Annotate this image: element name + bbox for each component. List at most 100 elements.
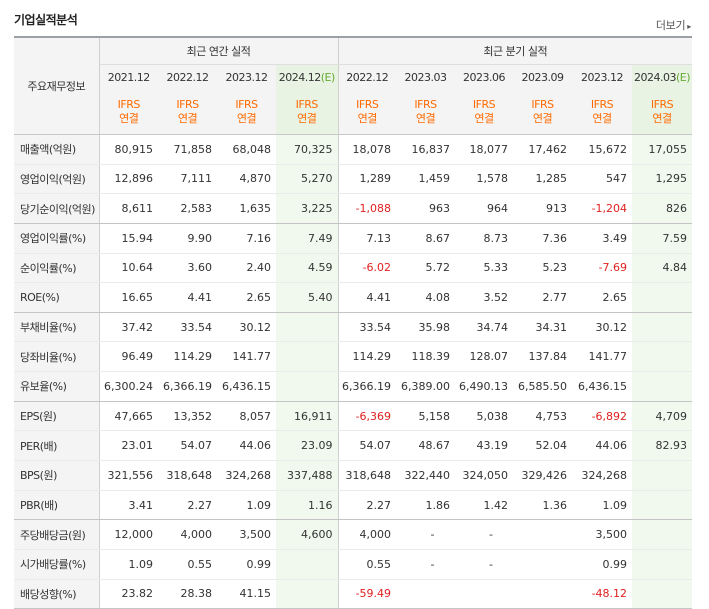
consolidated-label: 연결 xyxy=(532,112,553,125)
table-cell: 4.84 xyxy=(632,253,693,284)
table-cell: 12,000 xyxy=(99,519,158,550)
table-row: BPS(원) 321,556 318,648 324,268 337,488 318,64… xyxy=(14,460,693,491)
table-cell: 6,436.15 xyxy=(572,371,633,402)
table-cell: 964 xyxy=(455,193,514,224)
more-link[interactable]: 더보기 ▸ xyxy=(656,17,691,33)
table-cell: 3,225 xyxy=(276,193,339,224)
ifrs-standard-header: IFRS 연결 xyxy=(632,90,693,135)
table-cell: 1.09 xyxy=(217,490,276,521)
ifrs-label: IFRS xyxy=(235,98,258,111)
table-cell: 141.77 xyxy=(572,341,633,373)
table-cell: 547 xyxy=(572,164,633,195)
table-cell: 1,635 xyxy=(217,193,276,224)
table-cell: 6,300.24 xyxy=(99,371,158,402)
table-cell: 7.49 xyxy=(276,223,339,254)
row-label: BPS(원) xyxy=(14,460,100,491)
table-cell: 2.40 xyxy=(217,253,276,284)
table-cell: 12,896 xyxy=(99,164,158,195)
table-row: 영업이익(억원) 12,896 7,111 4,870 5,270 1,289 1,459 1… xyxy=(14,164,693,195)
table-cell xyxy=(276,341,339,373)
table-cell: 10.64 xyxy=(99,253,158,284)
row-label: 영업이익률(%) xyxy=(14,223,100,254)
quarter-group-header: 최근 분기 실적 xyxy=(337,36,693,65)
ifrs-label: IFRS xyxy=(117,98,141,111)
table-cell: 1.36 xyxy=(513,490,573,521)
table-cell: 2.27 xyxy=(337,490,397,521)
table-cell: 37.42 xyxy=(99,312,158,343)
table-cell: 3.49 xyxy=(572,223,633,254)
table-cell: 0.99 xyxy=(217,549,276,580)
table-cell: 6,490.13 xyxy=(455,371,514,402)
ifrs-standard-header: IFRS 연결 xyxy=(572,90,633,135)
table-cell: 118.39 xyxy=(396,341,456,373)
chevron-right-icon: ▸ xyxy=(687,22,691,31)
table-cell xyxy=(455,579,514,609)
ifrs-label: IFRS xyxy=(531,98,554,111)
period-header: 2023.06 xyxy=(455,64,514,90)
table-cell: 13,352 xyxy=(158,401,217,432)
table-cell: - xyxy=(396,519,456,550)
consolidated-label: 연결 xyxy=(415,112,436,125)
table-cell: 71,858 xyxy=(158,134,217,165)
consolidated-label: 연결 xyxy=(119,112,139,125)
period-header: 2022.12 xyxy=(158,64,217,90)
table-cell: 324,050 xyxy=(455,460,514,491)
table-body: 매출액(억원) 80,915 71,858 68,048 70,325 18,078 16,… xyxy=(14,134,693,609)
ifrs-standard-header: IFRS 연결 xyxy=(513,90,573,135)
row-label: 매출액(억원) xyxy=(14,134,100,165)
row-label: EPS(원) xyxy=(14,401,100,432)
table-cell: 15.94 xyxy=(99,223,158,254)
table-cell: 4,000 xyxy=(337,519,397,550)
table-cell: 16.65 xyxy=(99,282,158,313)
consolidated-label: 연결 xyxy=(177,112,198,125)
consolidated-label: 연결 xyxy=(297,112,317,125)
table-cell: 2.77 xyxy=(513,282,573,313)
more-label: 더보기 xyxy=(655,19,686,32)
table-row: ROE(%) 16.65 4.41 2.65 5.40 4.41 4.08 3.52 2.77 2… xyxy=(14,282,693,313)
table-cell: 23.01 xyxy=(99,430,158,462)
table-cell xyxy=(276,579,339,609)
ifrs-label: IFRS xyxy=(414,98,437,111)
table-cell: 141.77 xyxy=(217,341,276,373)
table-cell: 4.59 xyxy=(276,253,339,284)
table-cell: 2,583 xyxy=(158,193,217,224)
table-cell: 337,488 xyxy=(276,460,339,491)
ifrs-label: IFRS xyxy=(650,98,674,111)
table-cell: 80,915 xyxy=(99,134,158,165)
table-cell xyxy=(632,371,693,402)
table-cell xyxy=(632,579,693,609)
table-cell xyxy=(632,519,693,550)
table-cell xyxy=(513,549,573,580)
table-cell: 321,556 xyxy=(99,460,158,491)
table-cell: 16,911 xyxy=(276,401,339,432)
table-cell: -6,369 xyxy=(337,401,397,432)
row-label: 당좌비율(%) xyxy=(14,341,100,373)
table-cell: 0.55 xyxy=(158,549,217,580)
table-cell: - xyxy=(396,549,456,580)
table-cell: 4,753 xyxy=(513,401,573,432)
period-header: 2021.12 xyxy=(99,64,158,90)
table-cell: 6,366.19 xyxy=(158,371,217,402)
period-header: 2024.03(E) xyxy=(632,64,693,90)
table-cell: 322,440 xyxy=(396,460,456,491)
ifrs-label: IFRS xyxy=(590,98,614,111)
table-cell: 54.07 xyxy=(158,430,217,462)
table-cell: 1.09 xyxy=(99,549,158,580)
ifrs-label: IFRS xyxy=(472,98,496,111)
row-label: 시가배당률(%) xyxy=(14,549,100,580)
consolidated-label: 연결 xyxy=(357,112,378,125)
row-label: 부채비율(%) xyxy=(14,312,100,343)
ifrs-standard-header: IFRS 연결 xyxy=(158,90,217,135)
table-cell: 5.40 xyxy=(276,282,339,313)
row-label: 배당성향(%) xyxy=(14,579,100,609)
table-cell: 6,389.00 xyxy=(396,371,456,402)
table-cell: 30.12 xyxy=(572,312,633,343)
table-cell: 7.16 xyxy=(217,223,276,254)
table-cell: 1.86 xyxy=(396,490,456,521)
ifrs-standard-header: IFRS 연결 xyxy=(276,90,339,135)
ifrs-label: IFRS xyxy=(176,98,199,111)
table-cell: 2.65 xyxy=(217,282,276,313)
consolidated-label: 연결 xyxy=(474,112,494,125)
row-label: PER(배) xyxy=(14,430,100,462)
table-cell: 17,462 xyxy=(513,134,573,165)
